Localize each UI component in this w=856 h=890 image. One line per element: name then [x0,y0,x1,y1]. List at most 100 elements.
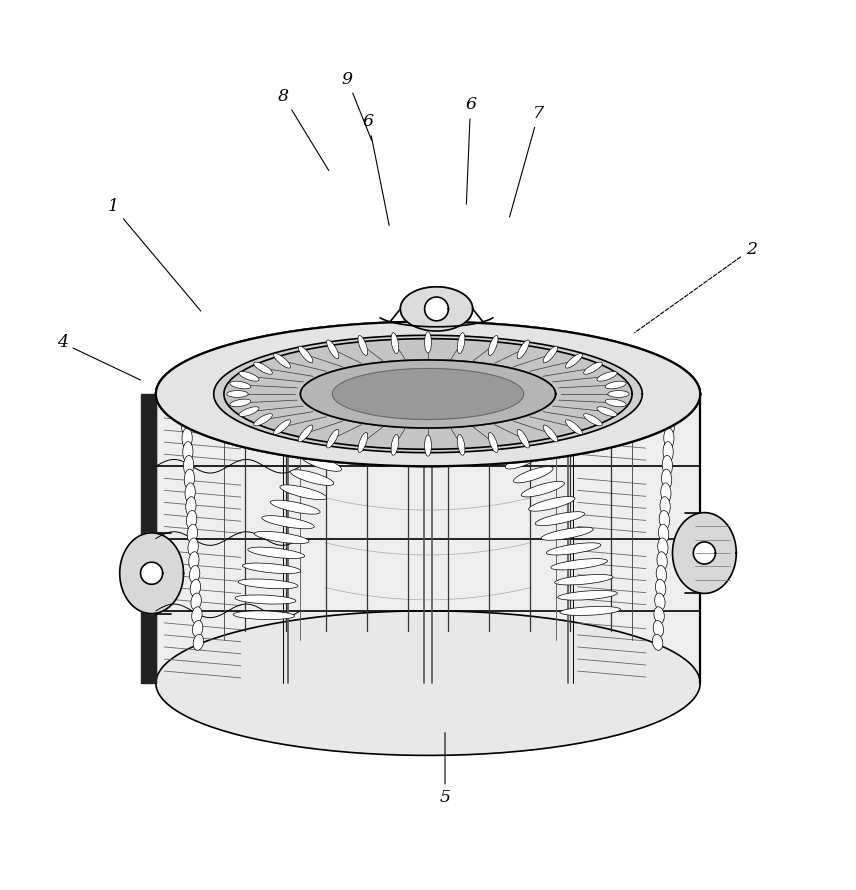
Ellipse shape [657,538,668,556]
Ellipse shape [193,620,203,637]
Ellipse shape [425,353,431,361]
Ellipse shape [582,360,605,376]
Ellipse shape [425,329,431,355]
Ellipse shape [420,348,432,365]
Ellipse shape [661,483,671,502]
Ellipse shape [377,425,384,433]
Polygon shape [156,321,700,466]
Ellipse shape [183,456,193,475]
Ellipse shape [193,635,204,651]
Ellipse shape [340,412,368,430]
Polygon shape [156,321,700,466]
Ellipse shape [596,370,620,382]
Polygon shape [120,533,183,613]
Ellipse shape [280,485,327,499]
Ellipse shape [607,390,632,398]
Polygon shape [300,360,556,428]
Ellipse shape [505,452,541,469]
Ellipse shape [608,391,629,397]
Polygon shape [211,335,645,454]
Polygon shape [140,562,163,585]
Ellipse shape [326,426,359,443]
Ellipse shape [560,397,568,403]
Ellipse shape [467,397,487,416]
Ellipse shape [660,497,670,516]
Text: 6: 6 [465,96,476,204]
Ellipse shape [566,353,582,368]
Ellipse shape [488,433,498,452]
Ellipse shape [657,552,668,570]
Ellipse shape [236,406,260,417]
Ellipse shape [425,433,431,458]
Ellipse shape [494,358,500,366]
Ellipse shape [663,441,673,462]
Ellipse shape [543,424,560,444]
Polygon shape [673,513,736,594]
Ellipse shape [514,466,553,483]
Polygon shape [156,394,700,684]
Ellipse shape [327,340,339,359]
Polygon shape [332,368,524,419]
Text: 2: 2 [634,241,757,333]
Ellipse shape [294,403,303,409]
Ellipse shape [191,593,201,610]
Ellipse shape [456,384,473,402]
Ellipse shape [296,344,313,364]
Ellipse shape [535,512,585,526]
Ellipse shape [239,371,259,381]
Ellipse shape [377,355,384,364]
Ellipse shape [517,429,529,448]
Ellipse shape [656,579,666,596]
Ellipse shape [401,353,407,362]
Ellipse shape [288,397,296,403]
Ellipse shape [425,426,431,435]
Ellipse shape [472,355,479,364]
Ellipse shape [516,427,531,450]
Ellipse shape [254,531,309,544]
Ellipse shape [238,579,298,589]
Ellipse shape [457,333,465,353]
Ellipse shape [325,338,340,360]
Ellipse shape [603,381,629,389]
Ellipse shape [517,340,529,359]
Ellipse shape [182,428,193,449]
Ellipse shape [449,426,455,434]
Ellipse shape [544,346,558,363]
Ellipse shape [663,456,673,475]
Ellipse shape [230,381,251,389]
Ellipse shape [558,590,617,600]
Ellipse shape [357,431,368,455]
Polygon shape [140,394,156,684]
Ellipse shape [242,563,301,573]
Ellipse shape [582,413,605,427]
Ellipse shape [251,360,274,376]
Ellipse shape [288,384,296,391]
Polygon shape [224,339,632,449]
Ellipse shape [358,336,368,355]
Text: 1: 1 [108,198,201,311]
Ellipse shape [390,330,399,355]
Ellipse shape [251,413,274,427]
Ellipse shape [433,360,445,377]
Ellipse shape [541,527,593,540]
Ellipse shape [457,330,466,355]
Ellipse shape [181,400,191,422]
Text: 9: 9 [342,71,372,141]
Ellipse shape [528,497,575,511]
Ellipse shape [188,552,199,570]
Ellipse shape [274,353,290,368]
Ellipse shape [290,470,334,485]
Ellipse shape [336,362,343,369]
Ellipse shape [183,441,193,462]
Ellipse shape [516,338,531,360]
Ellipse shape [305,372,312,379]
Ellipse shape [325,427,340,450]
Ellipse shape [605,381,626,389]
Polygon shape [214,336,642,453]
Ellipse shape [662,469,672,489]
Ellipse shape [356,358,362,366]
Ellipse shape [409,348,421,365]
Polygon shape [332,368,524,419]
Ellipse shape [544,409,551,416]
Ellipse shape [544,372,551,379]
